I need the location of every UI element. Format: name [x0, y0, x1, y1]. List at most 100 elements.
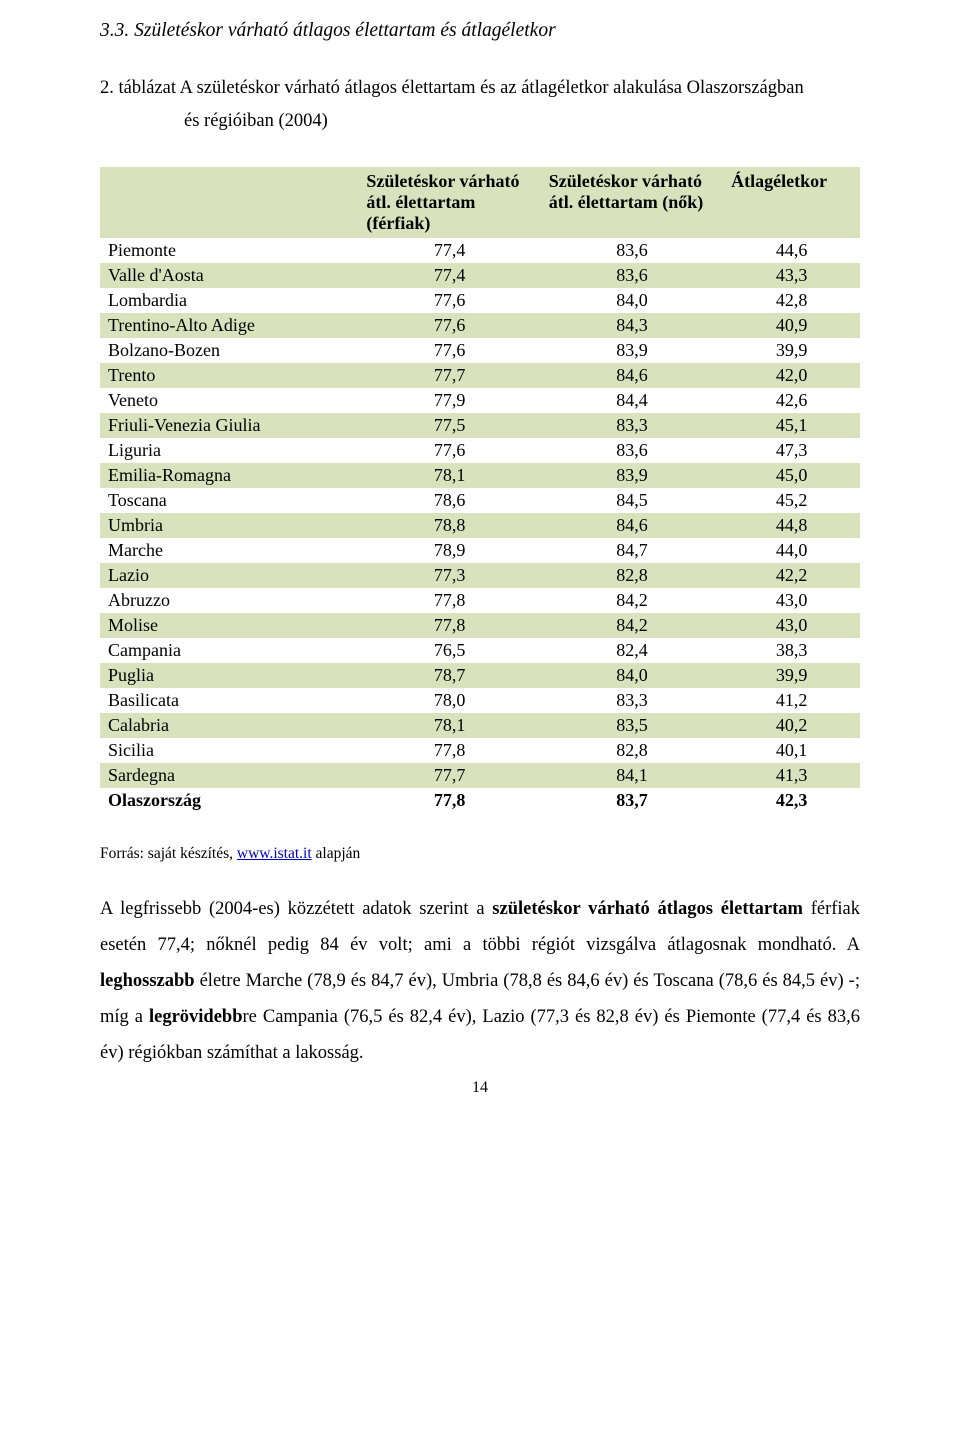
value-cell: 77,6 — [358, 313, 540, 338]
region-cell: Umbria — [100, 513, 358, 538]
value-cell: 77,8 — [358, 613, 540, 638]
value-cell: 84,0 — [541, 663, 723, 688]
caption-rest-line1: A születéskor várható átlagos élettartam… — [180, 78, 804, 98]
value-cell: 78,0 — [358, 688, 540, 713]
region-cell: Lazio — [100, 563, 358, 588]
source-prefix: Forrás: saját készítés, — [100, 845, 237, 862]
table-row: Veneto77,984,442,6 — [100, 388, 860, 413]
table-source: Forrás: saját készítés, www.istat.it ala… — [100, 845, 860, 863]
region-cell: Campania — [100, 638, 358, 663]
table-row: Sardegna77,784,141,3 — [100, 763, 860, 788]
value-cell: 83,6 — [541, 238, 723, 263]
value-cell: 83,6 — [541, 263, 723, 288]
value-cell: 78,6 — [358, 488, 540, 513]
value-cell: 84,6 — [541, 363, 723, 388]
value-cell: 42,2 — [723, 563, 860, 588]
value-cell: 38,3 — [723, 638, 860, 663]
value-cell: 84,3 — [541, 313, 723, 338]
value-cell: 44,8 — [723, 513, 860, 538]
value-cell: 40,1 — [723, 738, 860, 763]
value-cell: 77,3 — [358, 563, 540, 588]
page-number: 14 — [100, 1079, 860, 1097]
value-cell: 77,5 — [358, 413, 540, 438]
value-cell: 44,0 — [723, 538, 860, 563]
region-cell: Basilicata — [100, 688, 358, 713]
table-row: Abruzzo77,884,243,0 — [100, 588, 860, 613]
region-cell: Valle d'Aosta — [100, 263, 358, 288]
source-link[interactable]: www.istat.it — [237, 845, 312, 862]
value-cell: 42,6 — [723, 388, 860, 413]
table-row: Bolzano-Bozen77,683,939,9 — [100, 338, 860, 363]
table-row: Olaszország77,883,742,3 — [100, 788, 860, 813]
table-row: Trentino-Alto Adige77,684,340,9 — [100, 313, 860, 338]
value-cell: 84,5 — [541, 488, 723, 513]
value-cell: 83,3 — [541, 413, 723, 438]
value-cell: 82,8 — [541, 738, 723, 763]
value-cell: 78,8 — [358, 513, 540, 538]
header-male-l1: Születéskor várható — [366, 171, 519, 191]
value-cell: 77,8 — [358, 788, 540, 813]
region-cell: Trento — [100, 363, 358, 388]
table-row: Sicilia77,882,840,1 — [100, 738, 860, 763]
table-row: Campania76,582,438,3 — [100, 638, 860, 663]
value-cell: 84,6 — [541, 513, 723, 538]
table-row: Trento77,784,642,0 — [100, 363, 860, 388]
table-row: Basilicata78,083,341,2 — [100, 688, 860, 713]
value-cell: 47,3 — [723, 438, 860, 463]
caption-lead: 2. táblázat — [100, 78, 180, 98]
header-female-l1: Születéskor várható — [549, 171, 702, 191]
header-blank — [100, 167, 358, 238]
value-cell: 84,7 — [541, 538, 723, 563]
value-cell: 78,1 — [358, 463, 540, 488]
value-cell: 78,9 — [358, 538, 540, 563]
value-cell: 45,1 — [723, 413, 860, 438]
value-cell: 76,5 — [358, 638, 540, 663]
value-cell: 77,8 — [358, 738, 540, 763]
value-cell: 82,8 — [541, 563, 723, 588]
table-row: Piemonte77,483,644,6 — [100, 238, 860, 263]
region-cell: Sardegna — [100, 763, 358, 788]
header-female-l2: átl. élettartam (nők) — [549, 192, 703, 212]
value-cell: 83,7 — [541, 788, 723, 813]
value-cell: 84,2 — [541, 613, 723, 638]
value-cell: 78,1 — [358, 713, 540, 738]
header-male: Születéskor várható átl. élettartam (fér… — [358, 167, 540, 238]
value-cell: 78,7 — [358, 663, 540, 688]
table-row: Toscana78,684,545,2 — [100, 488, 860, 513]
value-cell: 40,9 — [723, 313, 860, 338]
region-cell: Molise — [100, 613, 358, 638]
value-cell: 77,4 — [358, 238, 540, 263]
region-cell: Marche — [100, 538, 358, 563]
table-header-row: Születéskor várható átl. élettartam (fér… — [100, 167, 860, 238]
value-cell: 42,3 — [723, 788, 860, 813]
value-cell: 77,9 — [358, 388, 540, 413]
source-suffix: alapján — [312, 845, 361, 862]
table-row: Friuli-Venezia Giulia77,583,345,1 — [100, 413, 860, 438]
value-cell: 41,2 — [723, 688, 860, 713]
value-cell: 83,5 — [541, 713, 723, 738]
value-cell: 44,6 — [723, 238, 860, 263]
value-cell: 39,9 — [723, 663, 860, 688]
region-cell: Bolzano-Bozen — [100, 338, 358, 363]
value-cell: 45,0 — [723, 463, 860, 488]
region-cell: Olaszország — [100, 788, 358, 813]
region-cell: Abruzzo — [100, 588, 358, 613]
value-cell: 43,0 — [723, 613, 860, 638]
value-cell: 84,0 — [541, 288, 723, 313]
header-female: Születéskor várható átl. élettartam (nők… — [541, 167, 723, 238]
region-cell: Liguria — [100, 438, 358, 463]
value-cell: 83,3 — [541, 688, 723, 713]
region-cell: Piemonte — [100, 238, 358, 263]
value-cell: 42,8 — [723, 288, 860, 313]
value-cell: 43,3 — [723, 263, 860, 288]
table-row: Liguria77,683,647,3 — [100, 438, 860, 463]
value-cell: 83,9 — [541, 463, 723, 488]
region-cell: Lombardia — [100, 288, 358, 313]
body-paragraph: A legfrissebb (2004-es) közzétett adatok… — [100, 891, 860, 1071]
region-cell: Friuli-Venezia Giulia — [100, 413, 358, 438]
value-cell: 45,2 — [723, 488, 860, 513]
table-row: Molise77,884,243,0 — [100, 613, 860, 638]
region-cell: Trentino-Alto Adige — [100, 313, 358, 338]
table-row: Lazio77,382,842,2 — [100, 563, 860, 588]
life-expectancy-table: Születéskor várható átl. élettartam (fér… — [100, 167, 860, 813]
